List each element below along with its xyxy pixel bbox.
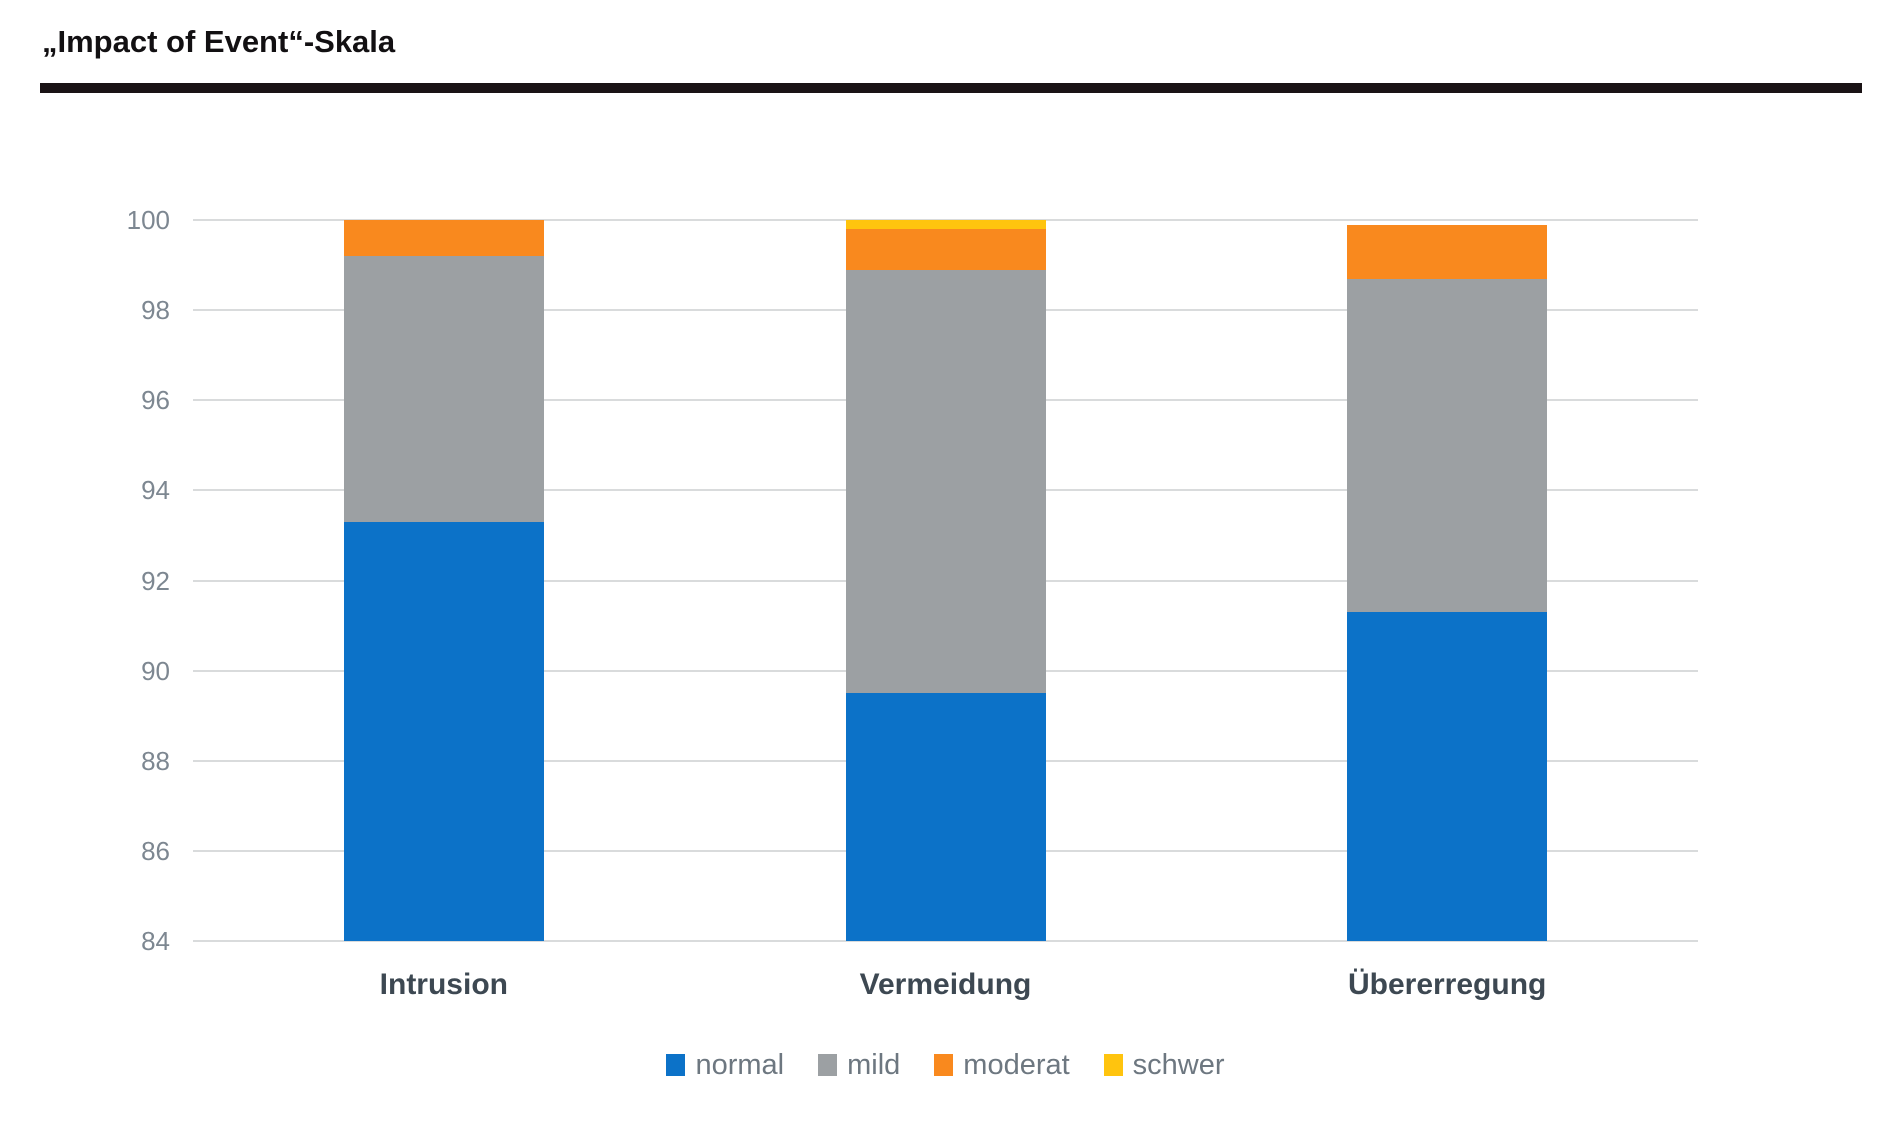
bar-segment-mild [845, 269, 1046, 694]
bar-segment-mild [1347, 278, 1548, 613]
legend-item: mild [818, 1049, 900, 1082]
legend-label: normal [695, 1048, 785, 1081]
legend-label: mild [847, 1048, 901, 1081]
x-category-label: Übererregung [1347, 968, 1547, 1001]
title-rule [40, 83, 1862, 93]
y-tick-label: 86 [141, 835, 170, 866]
bar-segment-moderat [845, 229, 1046, 270]
bar-segment-normal [1347, 612, 1548, 941]
bar-segment-schwer [845, 220, 1046, 229]
y-tick-label: 100 [126, 205, 170, 235]
x-category-label: Vermeidung [859, 968, 1032, 1001]
legend-swatch-moderat [934, 1054, 954, 1076]
y-tick-label: 94 [141, 475, 170, 506]
bar-segment-mild [343, 256, 544, 522]
legend-label: moderat [963, 1048, 1070, 1081]
bar-segment-normal [845, 693, 1046, 941]
legend-swatch-normal [666, 1054, 686, 1076]
y-tick-label: 98 [141, 295, 170, 326]
y-axis: 84 86 88 90 92 94 96 98 100 [0, 205, 170, 956]
plot-area [193, 219, 1698, 942]
x-category-label: Intrusion [379, 968, 508, 1001]
legend-item: schwer [1103, 1048, 1225, 1082]
bar-segment-moderat [343, 220, 544, 257]
bar-segment-normal [343, 521, 544, 941]
legend-item: moderat [934, 1048, 1070, 1082]
page-title: „Impact of Event“-Skala [42, 24, 396, 59]
y-tick-label: 88 [141, 745, 170, 776]
y-tick-label: 92 [141, 565, 170, 596]
y-tick-label: 84 [141, 926, 170, 956]
legend-swatch-schwer [1103, 1054, 1123, 1076]
legend-label: schwer [1132, 1048, 1225, 1081]
x-axis: Intrusion Vermeidung Übererregung [193, 968, 1698, 1012]
y-tick-label: 96 [141, 385, 170, 416]
bar-segment-moderat [1347, 224, 1548, 279]
legend-swatch-mild [818, 1054, 838, 1076]
legend-item: normal [666, 1049, 784, 1082]
legend: normal mild moderat schwer [193, 1040, 1698, 1090]
y-tick-label: 90 [141, 655, 170, 686]
gridline [193, 940, 1698, 942]
